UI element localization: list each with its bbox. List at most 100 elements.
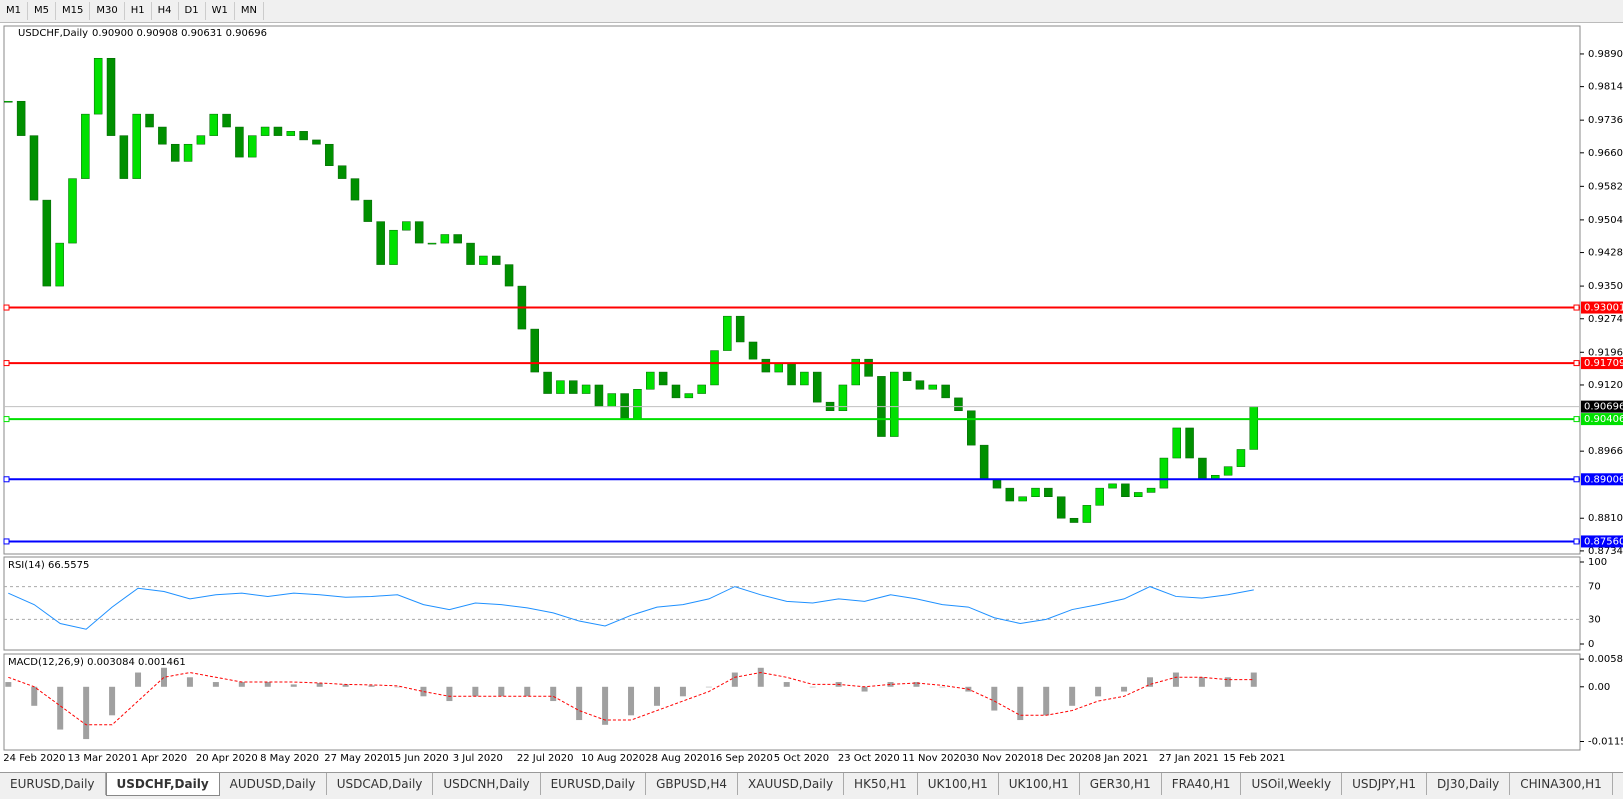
chart-title: USDCHF,Daily — [18, 28, 88, 39]
candle — [594, 384, 604, 407]
timeframe-button[interactable]: M1 — [0, 2, 28, 20]
candle — [402, 221, 411, 231]
x-tick-label: 1 Apr 2020 — [132, 753, 187, 764]
x-tick-label: 13 Mar 2020 — [68, 753, 131, 764]
macd-bar — [1250, 672, 1257, 687]
timeframe-button[interactable]: W1 — [206, 2, 235, 20]
candle — [16, 100, 26, 136]
macd-bar — [5, 682, 12, 687]
level-box — [1581, 473, 1623, 486]
chart-tab[interactable]: AUDUSD,Daily — [220, 773, 327, 795]
candle — [684, 393, 694, 399]
candle — [890, 371, 899, 437]
candle — [81, 113, 90, 179]
level-handle — [3, 360, 10, 367]
chart-tab[interactable]: GBPUSD,H4 — [646, 773, 739, 795]
chart-tab[interactable]: U — [1613, 773, 1623, 795]
macd-bar — [628, 686, 635, 716]
candle — [581, 384, 591, 394]
candle — [735, 315, 745, 343]
chart-tab[interactable]: CHINA300,H1 — [1510, 773, 1613, 795]
x-tick-label: 20 Apr 2020 — [196, 753, 258, 764]
candle — [145, 113, 154, 128]
signal-line — [8, 672, 1254, 726]
candle — [196, 135, 206, 145]
chart-tab[interactable]: USDCNH,Daily — [433, 773, 541, 795]
candle — [119, 135, 129, 179]
chart-tab[interactable]: HK50,H1 — [844, 773, 918, 795]
candle — [748, 341, 758, 360]
chart-tab[interactable]: USDJPY,H1 — [1342, 773, 1428, 795]
macd-bar — [31, 686, 38, 706]
chart-tab[interactable]: EURUSD,Daily — [541, 773, 647, 795]
candle — [42, 199, 52, 287]
candle — [106, 57, 116, 136]
chart-tab[interactable]: GER30,H1 — [1080, 773, 1162, 795]
macd-bar — [264, 682, 271, 687]
x-tick-label: 27 May 2020 — [324, 753, 389, 764]
x-tick-label: 30 Nov 2020 — [966, 753, 1030, 764]
macd-bar — [1017, 686, 1024, 721]
candle — [337, 165, 347, 179]
candle — [710, 350, 719, 386]
candle — [312, 139, 321, 145]
macd-bar — [653, 686, 660, 706]
candle — [158, 126, 167, 145]
level-box — [1581, 413, 1623, 426]
candle — [1159, 457, 1169, 489]
candle — [453, 234, 462, 244]
macd-bar — [809, 686, 816, 688]
chart-tab[interactable]: USOil,Weekly — [1241, 773, 1343, 795]
candle — [838, 384, 848, 412]
timeframe-button[interactable]: M5 — [28, 2, 56, 20]
x-tick-label: 11 Nov 2020 — [902, 753, 966, 764]
timeframe-button[interactable]: M15 — [56, 2, 91, 20]
y-tick-label: 0 — [1588, 639, 1594, 650]
candle — [774, 363, 783, 373]
rsi-panel — [3, 556, 1581, 651]
timeframe-button[interactable]: H4 — [152, 2, 179, 20]
macd-bar — [861, 686, 868, 692]
candle — [1095, 487, 1104, 506]
chart-tab[interactable]: USDCAD,Daily — [327, 773, 434, 795]
candle — [68, 178, 77, 244]
chart-tab[interactable]: USDCHF,Daily — [105, 773, 220, 796]
macd-bar — [783, 682, 790, 687]
macd-bar — [939, 686, 946, 688]
chart-tab[interactable]: EURUSD,Daily — [0, 773, 106, 795]
candle — [260, 126, 270, 136]
candle — [1121, 483, 1130, 497]
last-price-label: 0.90696 — [1584, 402, 1623, 413]
timeframe-button[interactable]: H1 — [125, 2, 152, 20]
candle — [864, 358, 873, 377]
candle — [800, 371, 809, 386]
chart-tab[interactable]: UK100,H1 — [918, 773, 999, 795]
level-handle — [1573, 416, 1580, 423]
chart-tab[interactable]: UK100,H1 — [999, 773, 1080, 795]
level-label: 0.91709 — [1584, 358, 1623, 369]
macd-bar — [524, 686, 531, 697]
y-tick-label: 0.00 — [1588, 682, 1610, 693]
candle — [928, 384, 938, 390]
chart-tab[interactable]: DJ30,Daily — [1427, 773, 1511, 795]
level-handle — [1573, 538, 1580, 545]
timeframe-button[interactable]: MN — [235, 2, 264, 20]
macd-bar — [991, 686, 998, 711]
timeframe-button[interactable]: D1 — [179, 2, 206, 20]
macd-bar — [1095, 686, 1102, 697]
main-panel — [3, 25, 1581, 555]
candle — [979, 444, 989, 480]
candle — [376, 221, 385, 265]
macd-bar — [498, 686, 505, 697]
candle — [491, 255, 501, 265]
timeframe-button[interactable]: M30 — [90, 2, 125, 20]
candle — [1223, 466, 1233, 476]
x-tick-label: 18 Dec 2020 — [1031, 753, 1095, 764]
chart-tab[interactable]: FRA40,H1 — [1162, 773, 1242, 795]
chart-tab[interactable]: XAUUSD,Daily — [738, 773, 845, 795]
level-label: 0.93001 — [1584, 303, 1623, 314]
